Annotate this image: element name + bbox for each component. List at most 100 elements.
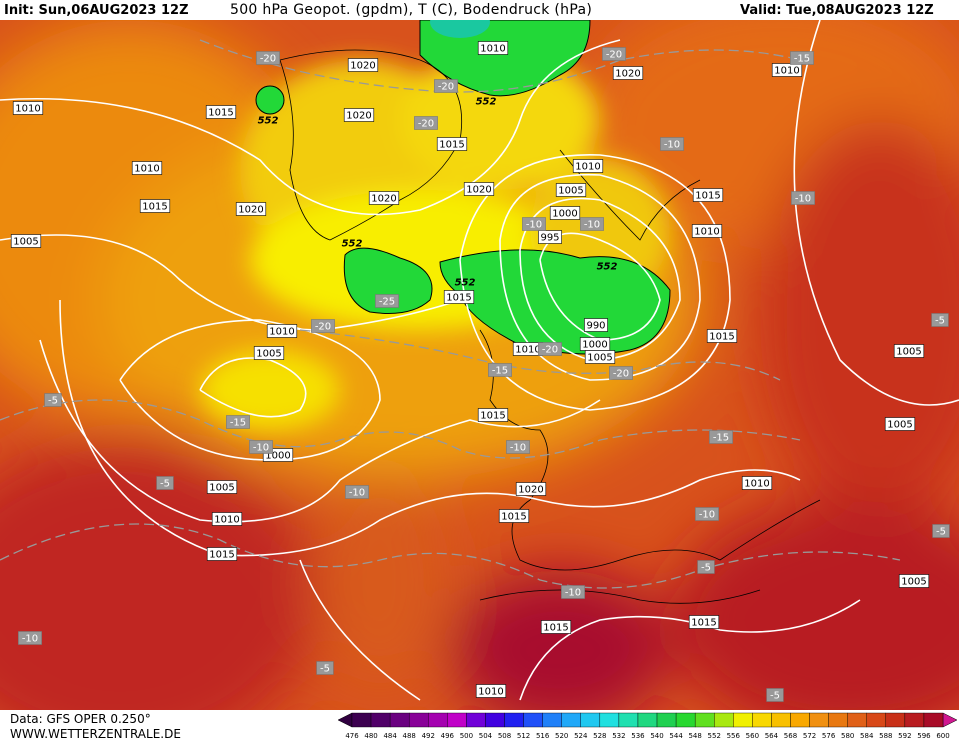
pressure-label: 1020 bbox=[466, 185, 491, 196]
colorbar-swatch bbox=[790, 712, 810, 728]
pressure-label-box bbox=[612, 66, 644, 80]
map-labels: 1010 1020 1020 1010 1010 1015 1020 1015 1010 1010… bbox=[10, 41, 950, 702]
temperature-label: -5 bbox=[160, 479, 170, 490]
colorbar-swatch bbox=[580, 712, 601, 728]
temperature-label-box bbox=[156, 476, 174, 490]
colorbar-swatch bbox=[389, 712, 410, 728]
pressure-label-box bbox=[131, 161, 163, 175]
colorbar-label: 508 bbox=[498, 732, 511, 740]
temperature-label: -15 bbox=[794, 54, 810, 65]
temperature-label: -5 bbox=[48, 396, 58, 407]
pressure-label-box bbox=[266, 324, 298, 338]
colorbar-label: 484 bbox=[383, 732, 397, 740]
pressure-label-box bbox=[253, 346, 285, 360]
site-name: WWW.WETTERZENTRALE.DE bbox=[10, 727, 181, 741]
colorbar-label: 512 bbox=[517, 732, 530, 740]
temperature-label-box bbox=[488, 363, 512, 377]
pressure-label-box bbox=[498, 509, 530, 523]
pressure-label-box bbox=[706, 329, 738, 343]
colorbar-swatch bbox=[847, 712, 867, 728]
temperature-label: -20 bbox=[315, 322, 331, 333]
temperature-label: -15 bbox=[492, 366, 508, 377]
temperature-label: -20 bbox=[606, 50, 622, 61]
valid-time: Valid: Tue,08AUG2023 12Z bbox=[740, 3, 934, 18]
colorbar-swatch bbox=[714, 712, 734, 728]
temperature-label-box bbox=[709, 430, 733, 444]
colorbar-swatch bbox=[656, 712, 677, 728]
temperature-label: -10 bbox=[349, 488, 365, 499]
pressure-label: 1005 bbox=[896, 347, 921, 358]
colorbar-label: 516 bbox=[536, 732, 550, 740]
pressure-label: 1000 bbox=[582, 340, 607, 351]
pressure-label: 1010 bbox=[575, 162, 600, 173]
pressure-label: 1015 bbox=[543, 623, 568, 634]
temperature-label: -10 bbox=[565, 588, 581, 599]
pressure-label-box bbox=[584, 350, 616, 364]
colorbar-swatch bbox=[523, 712, 543, 728]
pressure-label-box bbox=[771, 63, 803, 77]
temperature-label-box bbox=[609, 366, 633, 380]
colorbar-swatch bbox=[637, 712, 658, 728]
pressure-label: 1015 bbox=[446, 293, 471, 304]
pressure-label: 1000 bbox=[265, 451, 290, 462]
pressure-label-box bbox=[206, 547, 238, 561]
colorbar-swatch bbox=[752, 712, 772, 728]
colorbar-swatch bbox=[428, 712, 448, 728]
pressure-label: 1005 bbox=[901, 577, 926, 588]
pressure-label: 1005 bbox=[887, 420, 912, 431]
pressure-label: 1005 bbox=[13, 237, 38, 248]
pressure-label: 995 bbox=[540, 233, 559, 244]
temperature-label: -15 bbox=[230, 418, 246, 429]
pressure-label: 1015 bbox=[209, 550, 234, 561]
pressure-label: 1015 bbox=[142, 202, 167, 213]
temperature-label-box bbox=[226, 415, 250, 429]
pressure-label-box bbox=[538, 230, 562, 244]
colorbar-swatch bbox=[485, 712, 505, 728]
colorbar-swatch bbox=[771, 712, 791, 728]
pressure-label: 1010 bbox=[480, 44, 505, 55]
colorbar-label: 504 bbox=[479, 732, 493, 740]
temperature-label: -10 bbox=[795, 194, 811, 205]
temperature-label-box bbox=[660, 137, 684, 151]
geopotential-label: 552 bbox=[455, 278, 476, 289]
colorbar-swatch bbox=[885, 712, 906, 728]
temperature-label-box bbox=[790, 51, 814, 65]
colorbar-swatch bbox=[504, 712, 524, 728]
pressure-label: 1010 bbox=[774, 66, 799, 77]
colorbar-swatch bbox=[447, 712, 467, 728]
pressure-label-box bbox=[691, 224, 723, 238]
pressure-label: 1015 bbox=[695, 191, 720, 202]
temperature-label-box bbox=[766, 688, 784, 702]
temperature-label: -10 bbox=[664, 140, 680, 151]
pressure-label-box bbox=[549, 206, 581, 220]
colorbar-label: 528 bbox=[593, 732, 606, 740]
pressure-label: 1010 bbox=[134, 164, 159, 175]
pressure-label-box bbox=[688, 615, 720, 629]
pressure-label: 1015 bbox=[208, 108, 233, 119]
pressure-label-box bbox=[741, 476, 773, 490]
pressure-label: 1010 bbox=[694, 227, 719, 238]
pressure-label: 1010 bbox=[515, 345, 540, 356]
colorbar-label: 584 bbox=[860, 732, 874, 740]
pressure-label: 1005 bbox=[587, 353, 612, 364]
temperature-label: -10 bbox=[699, 510, 715, 521]
temperature-label-box bbox=[434, 79, 458, 93]
temperature-label-box bbox=[932, 524, 950, 538]
pressure-label-box bbox=[692, 188, 724, 202]
pressure-label-box bbox=[436, 137, 468, 151]
colorbar-swatch bbox=[866, 712, 887, 728]
colorbar-label: 596 bbox=[917, 732, 931, 740]
colorbar-label: 568 bbox=[784, 732, 797, 740]
pressure-label-box bbox=[12, 101, 44, 115]
pressure-label: 1010 bbox=[478, 687, 503, 698]
pressure-label: 1020 bbox=[615, 69, 640, 80]
colorbar-arrow bbox=[337, 712, 353, 728]
pressure-label-box bbox=[463, 182, 495, 196]
pressure-label: 1020 bbox=[371, 194, 396, 205]
temperature-label-box bbox=[522, 217, 546, 231]
temperature-label-box bbox=[697, 560, 715, 574]
pressure-label: 1010 bbox=[214, 515, 239, 526]
temperature-label: -10 bbox=[526, 220, 542, 231]
pressure-label: 1015 bbox=[691, 618, 716, 629]
colorbar-arrow bbox=[942, 712, 958, 728]
